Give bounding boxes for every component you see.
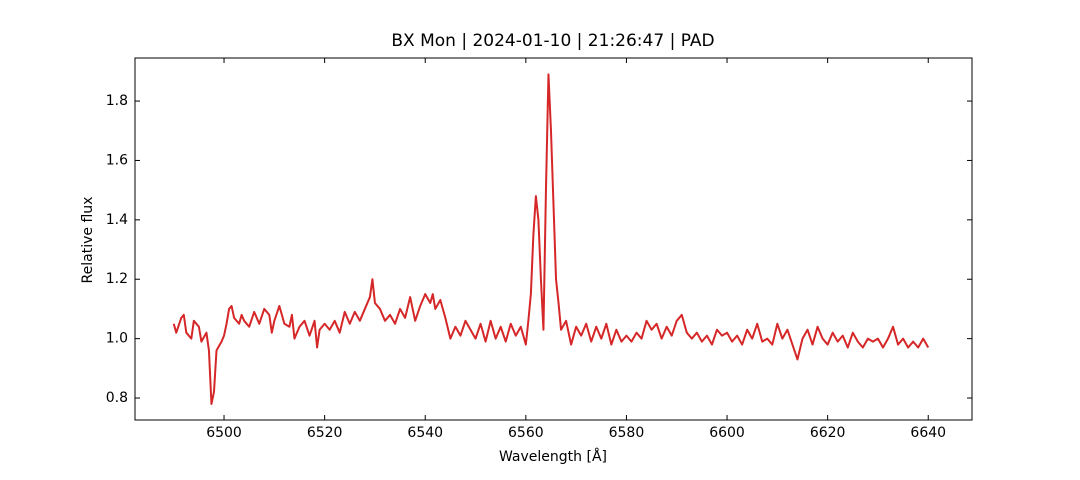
x-tick-label: 6600 [709,425,745,441]
x-tick-label: 6520 [307,425,343,441]
x-tick-label: 6540 [407,425,443,441]
x-axis-label: Wavelength [Å] [499,448,607,465]
plot-frame [134,57,973,421]
y-tick-label: 1.4 [106,212,128,228]
y-axis-label: Relative flux [80,197,96,284]
spectrum-line [172,73,930,405]
y-tick-label: 1.6 [106,152,128,168]
x-tick-label: 6620 [810,425,846,441]
chart-title: BX Mon | 2024-01-10 | 21:26:47 | PAD [391,31,714,51]
x-tick-label: 6640 [910,425,946,441]
x-tick-label: 6500 [206,425,242,441]
y-tick-label: 1.2 [106,271,128,287]
y-tick-label: 1.8 [106,93,128,109]
x-tick-label: 6580 [609,425,645,441]
y-tick-label: 1.0 [106,331,128,347]
y-tick-label: 0.8 [106,390,128,406]
x-tick-label: 6560 [508,425,544,441]
